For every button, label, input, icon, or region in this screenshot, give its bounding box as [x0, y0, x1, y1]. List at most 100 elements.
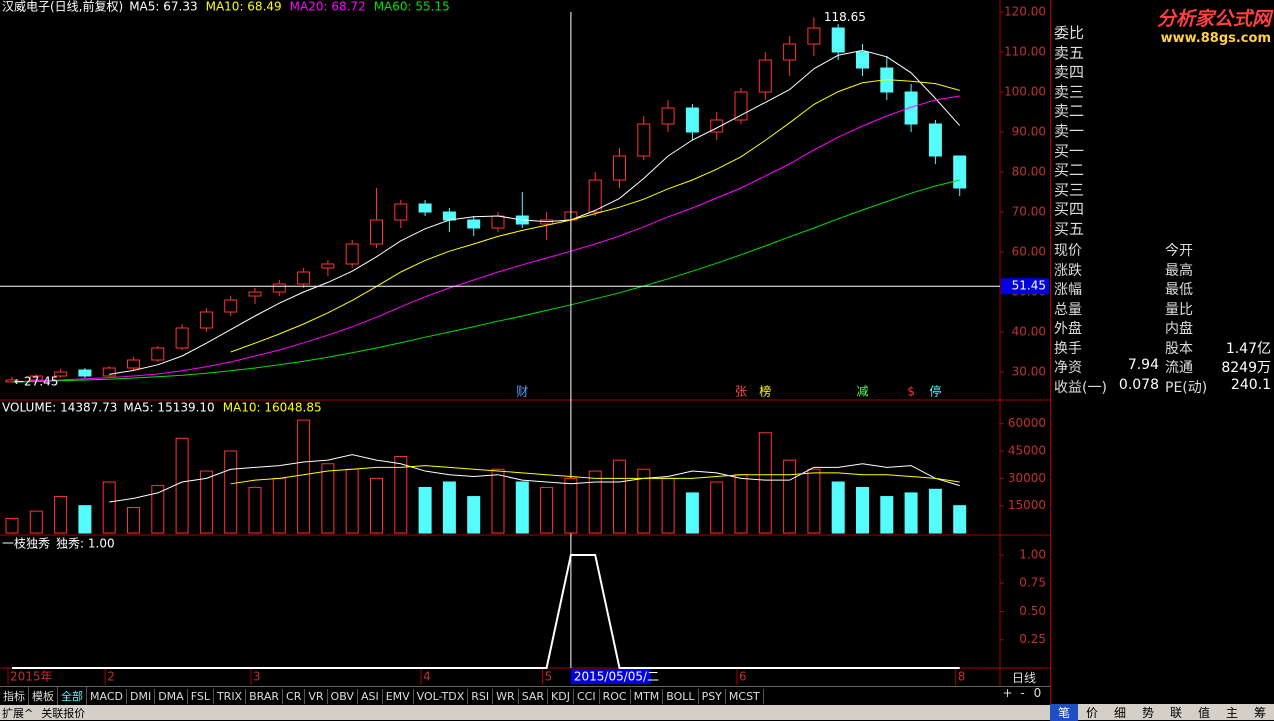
candle-body: [613, 155, 626, 181]
toolbar-tab[interactable]: TRIX: [214, 689, 247, 704]
annotation: 118.65: [824, 10, 866, 24]
legend-entry: MA10: 16048.85: [223, 401, 322, 415]
quote-row: 现价 今开: [1051, 240, 1273, 259]
side-tab[interactable]: 笔: [1050, 704, 1078, 721]
order-book-label: 委比: [1054, 24, 1085, 42]
side-tab[interactable]: 值: [1197, 706, 1210, 720]
toolbar-tab[interactable]: 模板: [29, 687, 58, 705]
zoom-controls: 日线 + -0: [1000, 671, 1050, 704]
ma-line: [230, 465, 960, 485]
toolbar-tab[interactable]: MACD: [87, 689, 127, 704]
side-tab[interactable]: 主: [1225, 706, 1238, 720]
status-item[interactable]: 关联报价: [41, 707, 86, 720]
toolbar-tab[interactable]: VR: [305, 689, 328, 704]
toolbar-tab[interactable]: FSL: [188, 689, 214, 704]
order-book-label: 买四: [1054, 200, 1085, 219]
toolbar-tab[interactable]: EMV: [383, 689, 414, 704]
quote-label: 净资: [1054, 360, 1082, 376]
candle-body: [248, 291, 262, 297]
volume-bar: [758, 432, 772, 534]
date-box: [570, 669, 651, 684]
toolbar-tab[interactable]: KDJ: [548, 689, 574, 704]
order-book-label: 卖二: [1054, 102, 1085, 121]
side-tab[interactable]: 细: [1113, 706, 1126, 720]
volume-bar: [685, 492, 699, 534]
quote-label: PE(动): [1165, 379, 1208, 396]
annotation: ←27.45: [14, 375, 58, 389]
event-marker: 财: [516, 385, 528, 399]
candle-body: [321, 263, 335, 269]
y-tick-label: 60.00: [1012, 245, 1046, 259]
candle-body: [783, 43, 797, 61]
ma-line: [109, 454, 960, 503]
quote-row: 总量 量比: [1051, 299, 1273, 318]
toolbar-tab[interactable]: OBV: [328, 689, 358, 704]
chart-bg: [0, 0, 1050, 686]
candle-body: [467, 219, 481, 229]
candle-body: [807, 27, 821, 45]
y-tick-label: 1.00: [1019, 547, 1046, 561]
y-tick-label: 40.00: [1012, 325, 1046, 339]
volume-bar: [467, 496, 481, 534]
toolbar-tab[interactable]: DMA: [155, 689, 188, 704]
toolbar-tab[interactable]: PSY: [699, 689, 726, 704]
x-tick-label: 6: [739, 670, 747, 684]
toolbar-tab[interactable]: CCI: [574, 689, 600, 704]
indicator-toolbar: 指标 模板 全部 MACD DMI DMA FSL TRIX BRAR CR VR OBV ASI EMV…: [0, 686, 1050, 705]
toolbar-tab[interactable]: ROC: [600, 689, 631, 704]
candle-body: [418, 203, 432, 213]
toolbar-tab[interactable]: WR: [493, 689, 519, 704]
legend-entry: MA10: 68.49: [206, 0, 282, 14]
logo: 分析家公式网 www.88gs.com: [1071, 4, 1271, 52]
side-tab[interactable]: 势: [1141, 706, 1154, 720]
order-book-label: 卖三: [1054, 82, 1085, 101]
volume-bar: [880, 496, 894, 534]
order-book-label: 卖一: [1054, 122, 1085, 140]
side-tab[interactable]: 联: [1169, 706, 1182, 720]
toolbar-tab[interactable]: ASI: [358, 689, 383, 704]
candle-body: [661, 107, 675, 125]
volume-bar: [5, 517, 19, 534]
ma-line: [109, 49, 961, 375]
candle-body: [127, 359, 140, 369]
toolbar-tab[interactable]: CR: [283, 689, 306, 704]
toolbar-tab[interactable]: DMI: [127, 689, 156, 704]
event-marker: 榜: [759, 384, 771, 399]
quote-label: 股本: [1165, 340, 1193, 357]
order-book-label: 买一: [1054, 141, 1085, 160]
volume-bar: [491, 468, 505, 534]
toolbar-tab[interactable]: VOL-TDX: [414, 689, 469, 704]
toolbar-tab[interactable]: MTM: [631, 689, 664, 704]
legend-entry: 独秀: 1.00: [56, 537, 115, 551]
quote-label: 今开: [1165, 243, 1193, 259]
status-item[interactable]: 扩展^: [2, 707, 34, 720]
period-label[interactable]: 日线: [1012, 671, 1037, 685]
candle-body: [345, 243, 359, 265]
panel-title: VOLUME: 14387.73: [2, 401, 117, 415]
toolbar-tab[interactable]: 指标: [0, 687, 29, 705]
quote-label: 收益(一): [1054, 379, 1107, 396]
side-tab[interactable]: 价: [1085, 706, 1098, 720]
toolbar-tab[interactable]: RSI: [468, 689, 494, 704]
volume-bar: [199, 470, 213, 534]
side-tab[interactable]: 筹: [1253, 706, 1266, 720]
candle-body: [272, 283, 286, 293]
legend-entry: MA20: 68.72: [290, 0, 366, 14]
candle-body: [953, 155, 967, 189]
candle-body: [78, 369, 92, 377]
toolbar-tab[interactable]: 全部: [58, 687, 87, 705]
candle-body: [588, 179, 602, 213]
price-box: [1001, 278, 1049, 295]
candle-body: [758, 59, 772, 93]
toolbar-tab[interactable]: SAR: [519, 689, 549, 704]
zoom-button[interactable]: +: [1002, 686, 1013, 700]
toolbar-tab[interactable]: BOLL: [663, 689, 699, 704]
toolbar-tab[interactable]: MCST: [726, 689, 764, 704]
volume-bar: [442, 481, 456, 534]
quote-value: 240.1: [1230, 376, 1271, 393]
order-book-label: 卖四: [1054, 63, 1085, 82]
zoom-button[interactable]: 0: [1033, 686, 1042, 700]
toolbar-tab[interactable]: BRAR: [246, 689, 284, 704]
zoom-button[interactable]: -: [1020, 686, 1025, 700]
ma-line: [11, 179, 960, 383]
